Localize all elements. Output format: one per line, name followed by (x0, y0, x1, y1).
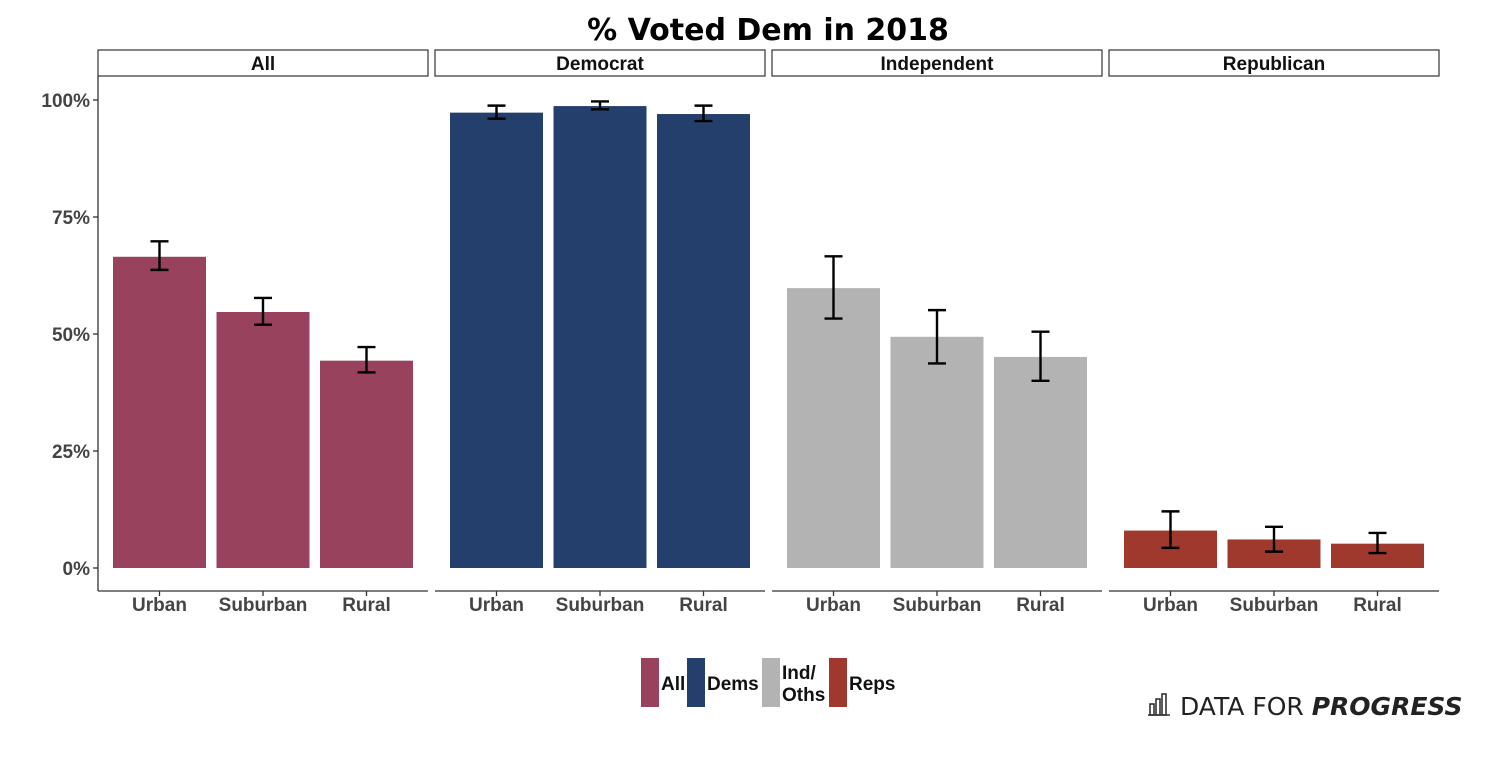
error-bar (591, 100, 609, 111)
y-tick-label: 100% (41, 91, 90, 112)
x-tick-label: Suburban (556, 595, 645, 616)
y-tick-label: 50% (52, 325, 90, 346)
x-tick-label: Suburban (1230, 595, 1319, 616)
y-axis: 0% 25% 50% 75% 100% (41, 76, 99, 591)
facet-panel-all: All Urban Suburban Rural (97, 49, 429, 616)
brand-emphasis: PROGRESS (1312, 692, 1463, 721)
error-bar (824, 255, 843, 320)
x-tick-label: Rural (1016, 595, 1065, 616)
brand-wordmark: DATA FOR PROGRESS (1180, 692, 1463, 721)
facet-panel-democrat: Democrat Urban Suburban Rural (434, 49, 766, 616)
error-bar (694, 104, 713, 123)
legend-entry: All (641, 658, 685, 707)
error-bar (487, 104, 506, 120)
legend-label-line: Ind/ (782, 663, 816, 684)
legend-label: Reps (849, 674, 895, 695)
facet-strip (771, 49, 1103, 77)
legend-label: All (661, 674, 685, 695)
brand-logo: DATA FOR PROGRESS (1148, 692, 1463, 721)
x-tick-label: Urban (132, 595, 187, 616)
chart-title: % Voted Dem in 2018 (587, 13, 949, 48)
legend-label-line: Oths (782, 685, 825, 706)
bar (553, 106, 647, 569)
legend-swatch (641, 658, 659, 707)
bar (216, 312, 310, 568)
bar (113, 256, 206, 568)
x-tick-label: Suburban (219, 595, 308, 616)
x-tick-label: Rural (679, 595, 728, 616)
bar (320, 360, 413, 568)
bar (787, 288, 880, 568)
error-bar (1265, 525, 1283, 553)
brand-prefix: DATA FOR (1180, 692, 1312, 721)
facet-panel-republican: Republican Urban Suburban Rural (1108, 49, 1440, 616)
legend-swatch (829, 658, 847, 707)
legend-entry: Reps (829, 658, 895, 707)
legend-label: Dems (707, 674, 759, 695)
facet-strip (97, 49, 429, 77)
facet-strip-label: Republican (1223, 54, 1325, 75)
x-tick-label: Suburban (893, 595, 982, 616)
error-bar (1161, 510, 1180, 550)
x-tick-label: Urban (806, 595, 861, 616)
bar (657, 114, 750, 568)
legend-entry: Ind/Oths (762, 658, 825, 707)
facet-strip (1108, 49, 1440, 77)
legend-entry: Dems (687, 658, 759, 707)
x-tick-label: Urban (1143, 595, 1198, 616)
bar (450, 112, 543, 569)
y-tick-label: 25% (52, 442, 90, 463)
x-tick-label: Rural (342, 595, 391, 616)
error-bar (1031, 330, 1050, 382)
error-bar (928, 308, 946, 365)
error-bar (1368, 531, 1387, 555)
facet-strip-label: Democrat (556, 54, 644, 75)
y-tick-label: 75% (52, 208, 90, 229)
legend-swatch (762, 658, 780, 707)
facet-strip-label: Independent (881, 54, 995, 75)
x-tick-label: Urban (469, 595, 524, 616)
error-bar (254, 296, 272, 326)
facet-strip (434, 49, 766, 77)
facet-panel-independent: Independent Urban Suburban Rural (771, 49, 1103, 616)
bar (890, 336, 984, 568)
error-bar (357, 345, 376, 374)
x-tick-label: Rural (1353, 595, 1402, 616)
facet-panels: All Urban Suburban Rural Democrat Urban Suburb… (97, 49, 1440, 616)
legend-swatch (687, 658, 705, 707)
error-bar (150, 240, 169, 272)
y-tick-label: 0% (63, 559, 91, 580)
facet-strip-label: All (251, 54, 275, 75)
bar-chart-logo-icon (1148, 693, 1170, 716)
bar (994, 356, 1087, 568)
